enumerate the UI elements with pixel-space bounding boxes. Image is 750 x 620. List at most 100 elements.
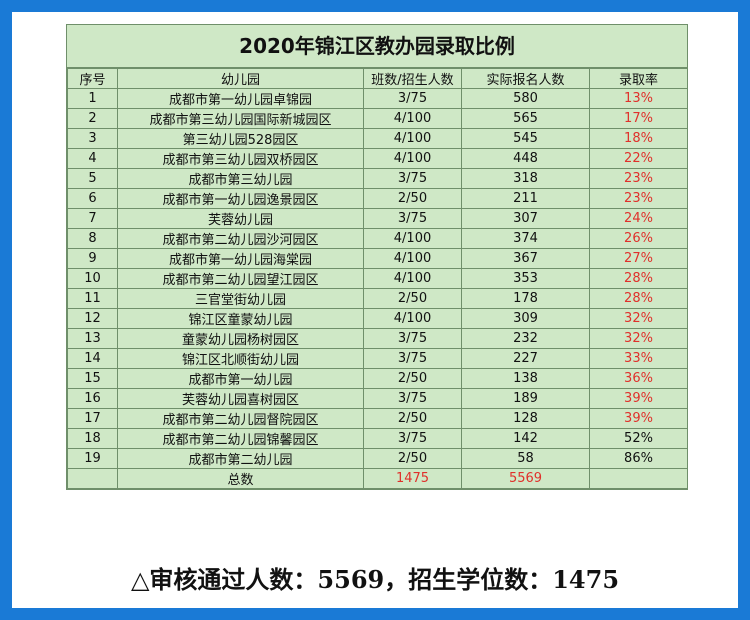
summary-caption: △审核通过人数：5569，招生学位数：1475 <box>130 565 620 594</box>
cell-classes: 3/75 <box>363 168 462 189</box>
cell-name: 锦江区北顺街幼儿园 <box>117 348 364 369</box>
cell-name: 成都市第一幼儿园卓锦园 <box>117 88 364 109</box>
cell-applied: 307 <box>461 208 590 229</box>
cell-name: 芙蓉幼儿园喜树园区 <box>117 388 364 409</box>
cell-classes: 2/50 <box>363 188 462 209</box>
cell-applied: 367 <box>461 248 590 269</box>
cell-classes: 4/100 <box>363 268 462 289</box>
cell-no: 19 <box>67 448 118 469</box>
cell-rate: 52% <box>589 428 688 449</box>
header-row: 序号 幼儿园 班数/招生人数 实际报名人数 录取率 <box>67 68 688 89</box>
cell-rate: 26% <box>589 228 688 249</box>
cell-rate: 39% <box>589 388 688 409</box>
total-row: 总数 1475 5569 <box>67 468 688 489</box>
cell-applied: 448 <box>461 148 590 169</box>
table-row: 18 成都市第二幼儿园锦馨园区 3/75 142 52% <box>67 428 688 449</box>
total-no <box>67 468 118 489</box>
cell-name: 成都市第一幼儿园 <box>117 368 364 389</box>
table-row: 16 芙蓉幼儿园喜树园区 3/75 189 39% <box>67 388 688 409</box>
cell-no: 13 <box>67 328 118 349</box>
table-row: 11 三官堂街幼儿园 2/50 178 28% <box>67 288 688 309</box>
cell-applied: 545 <box>461 128 590 149</box>
cell-rate: 13% <box>589 88 688 109</box>
header-no: 序号 <box>67 68 118 89</box>
cell-classes: 3/75 <box>363 208 462 229</box>
cell-no: 5 <box>67 168 118 189</box>
cell-rate: 23% <box>589 188 688 209</box>
cell-no: 1 <box>67 88 118 109</box>
cell-rate: 17% <box>589 108 688 129</box>
cell-name: 成都市第三幼儿园国际新城园区 <box>117 108 364 129</box>
cell-classes: 2/50 <box>363 288 462 309</box>
cell-classes: 4/100 <box>363 108 462 129</box>
cell-name: 成都市第一幼儿园逸景园区 <box>117 188 364 209</box>
cell-rate: 22% <box>589 148 688 169</box>
cell-applied: 227 <box>461 348 590 369</box>
cell-rate: 24% <box>589 208 688 229</box>
cell-no: 4 <box>67 148 118 169</box>
table-row: 12 锦江区童蒙幼儿园 4/100 309 32% <box>67 308 688 329</box>
cell-no: 11 <box>67 288 118 309</box>
cell-name: 成都市第二幼儿园锦馨园区 <box>117 428 364 449</box>
cell-name: 成都市第二幼儿园督院园区 <box>117 408 364 429</box>
table-row: 17 成都市第二幼儿园督院园区 2/50 128 39% <box>67 408 688 429</box>
table-row: 14 锦江区北顺街幼儿园 3/75 227 33% <box>67 348 688 369</box>
cell-applied: 374 <box>461 228 590 249</box>
cell-no: 10 <box>67 268 118 289</box>
total-applied: 5569 <box>461 468 590 489</box>
table-title: 2020年锦江区教办园录取比例 <box>67 25 687 68</box>
cell-no: 15 <box>67 368 118 389</box>
cell-applied: 128 <box>461 408 590 429</box>
cell-no: 16 <box>67 388 118 409</box>
cell-applied: 58 <box>461 448 590 469</box>
cell-name: 三官堂街幼儿园 <box>117 288 364 309</box>
table-row: 8 成都市第二幼儿园沙河园区 4/100 374 26% <box>67 228 688 249</box>
cell-no: 6 <box>67 188 118 209</box>
cell-classes: 4/100 <box>363 308 462 329</box>
table-row: 4 成都市第三幼儿园双桥园区 4/100 448 22% <box>67 148 688 169</box>
cell-classes: 3/75 <box>363 88 462 109</box>
cell-classes: 3/75 <box>363 388 462 409</box>
header-rate: 录取率 <box>589 68 688 89</box>
cell-no: 8 <box>67 228 118 249</box>
cell-classes: 3/75 <box>363 328 462 349</box>
cell-classes: 3/75 <box>363 348 462 369</box>
cell-classes: 2/50 <box>363 448 462 469</box>
cell-applied: 189 <box>461 388 590 409</box>
cell-rate: 32% <box>589 308 688 329</box>
cell-applied: 211 <box>461 188 590 209</box>
table-row: 5 成都市第三幼儿园 3/75 318 23% <box>67 168 688 189</box>
table-row: 3 第三幼儿园528园区 4/100 545 18% <box>67 128 688 149</box>
cell-rate: 86% <box>589 448 688 469</box>
table-row: 15 成都市第一幼儿园 2/50 138 36% <box>67 368 688 389</box>
cell-classes: 4/100 <box>363 248 462 269</box>
cell-classes: 4/100 <box>363 148 462 169</box>
cell-no: 18 <box>67 428 118 449</box>
cell-applied: 309 <box>461 308 590 329</box>
cell-applied: 318 <box>461 168 590 189</box>
cell-no: 17 <box>67 408 118 429</box>
total-rate <box>589 468 688 489</box>
table-row: 2 成都市第三幼儿园国际新城园区 4/100 565 17% <box>67 108 688 129</box>
cell-no: 12 <box>67 308 118 329</box>
cell-applied: 353 <box>461 268 590 289</box>
cell-classes: 4/100 <box>363 128 462 149</box>
cell-applied: 580 <box>461 88 590 109</box>
table-row: 1 成都市第一幼儿园卓锦园 3/75 580 13% <box>67 88 688 109</box>
cell-name: 成都市第二幼儿园 <box>117 448 364 469</box>
cell-name: 芙蓉幼儿园 <box>117 208 364 229</box>
header-applied: 实际报名人数 <box>461 68 590 89</box>
cell-rate: 27% <box>589 248 688 269</box>
cell-rate: 36% <box>589 368 688 389</box>
cell-rate: 23% <box>589 168 688 189</box>
page-frame: 2020年锦江区教办园录取比例 序号 幼儿园 班数/招生人数 实际报名人数 录取… <box>12 12 738 608</box>
data-table: 序号 幼儿园 班数/招生人数 实际报名人数 录取率 1 成都市第一幼儿园卓锦园 3/… <box>67 68 688 489</box>
cell-rate: 28% <box>589 288 688 309</box>
cell-name: 童蒙幼儿园杨树园区 <box>117 328 364 349</box>
cell-no: 9 <box>67 248 118 269</box>
cell-no: 7 <box>67 208 118 229</box>
cell-applied: 565 <box>461 108 590 129</box>
table-row: 13 童蒙幼儿园杨树园区 3/75 232 32% <box>67 328 688 349</box>
cell-rate: 39% <box>589 408 688 429</box>
cell-name: 成都市第二幼儿园沙河园区 <box>117 228 364 249</box>
